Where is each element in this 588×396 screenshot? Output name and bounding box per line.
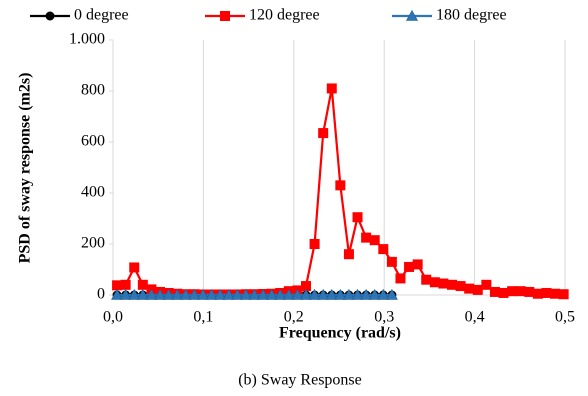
marker [119, 288, 132, 300]
marker [378, 244, 389, 255]
marker [464, 283, 475, 294]
marker [274, 288, 287, 300]
y-tick-label: 400 [81, 184, 105, 201]
marker [154, 288, 167, 300]
y-axis-title: PSD of sway response (m2s) [17, 73, 34, 264]
marker [438, 278, 449, 289]
marker [515, 286, 526, 297]
marker [136, 288, 149, 300]
marker [299, 288, 313, 300]
marker [120, 279, 131, 290]
legend-label: 0 degree [74, 7, 129, 24]
y-tick-label: 800 [81, 82, 105, 99]
y-tick-label: 0 [97, 286, 105, 303]
marker [404, 261, 415, 272]
marker [386, 256, 397, 267]
marker [309, 239, 320, 249]
marker [558, 289, 569, 300]
marker [507, 286, 518, 297]
marker [360, 288, 373, 300]
marker [308, 288, 321, 300]
y-tick-label: 200 [81, 235, 105, 252]
marker [342, 288, 355, 300]
marker [481, 279, 492, 290]
marker [550, 288, 561, 299]
marker [377, 288, 390, 300]
y-tick-label: 1.000 [69, 31, 105, 48]
marker [325, 288, 338, 300]
marker [112, 280, 123, 291]
y-tick-label: 600 [81, 133, 105, 150]
marker [351, 288, 364, 300]
marker [265, 288, 278, 300]
marker [128, 288, 141, 300]
marker [361, 232, 372, 243]
marker [129, 262, 140, 273]
series-line [117, 88, 564, 296]
marker [498, 287, 509, 298]
legend-label: 120 degree [249, 7, 320, 24]
x-axis-title: Frequency (rad/s) [279, 325, 401, 342]
marker [318, 128, 329, 139]
x-tick-label: 0,3 [374, 309, 394, 326]
marker [334, 288, 347, 300]
x-tick-label: 0,4 [465, 309, 485, 326]
marker [231, 288, 244, 300]
marker [335, 180, 346, 191]
caption: (b) Sway Response [238, 372, 362, 389]
marker [205, 288, 218, 300]
marker [524, 286, 535, 297]
marker [532, 288, 543, 299]
marker [352, 212, 363, 223]
marker [257, 288, 270, 300]
marker [541, 287, 552, 298]
marker [145, 288, 158, 300]
marker [162, 288, 175, 300]
marker [282, 288, 295, 300]
marker [171, 288, 184, 300]
marker [111, 288, 124, 300]
marker [343, 249, 354, 260]
x-tick-label: 0,2 [284, 309, 304, 326]
x-tick-label: 0,1 [193, 309, 213, 326]
marker [385, 288, 398, 300]
marker [326, 83, 337, 94]
marker [489, 286, 500, 297]
marker [291, 288, 304, 300]
x-tick-label: 0,0 [103, 309, 123, 326]
marker [395, 273, 406, 284]
marker [214, 288, 227, 300]
marker [369, 235, 380, 246]
marker [196, 288, 209, 300]
marker [301, 281, 312, 292]
marker [220, 11, 230, 21]
marker [179, 288, 192, 300]
marker [45, 11, 55, 21]
marker [412, 259, 423, 270]
legend-label: 180 degree [436, 7, 507, 24]
marker [368, 288, 381, 300]
marker [405, 9, 419, 21]
marker [455, 281, 466, 292]
marker [222, 288, 235, 300]
marker [472, 284, 483, 295]
marker [429, 277, 440, 288]
marker [317, 288, 330, 300]
x-tick-label: 0,5 [555, 309, 575, 326]
marker [188, 288, 201, 300]
marker [248, 288, 261, 300]
marker [137, 279, 148, 290]
marker [447, 279, 457, 290]
marker [421, 274, 432, 285]
marker [239, 288, 252, 300]
